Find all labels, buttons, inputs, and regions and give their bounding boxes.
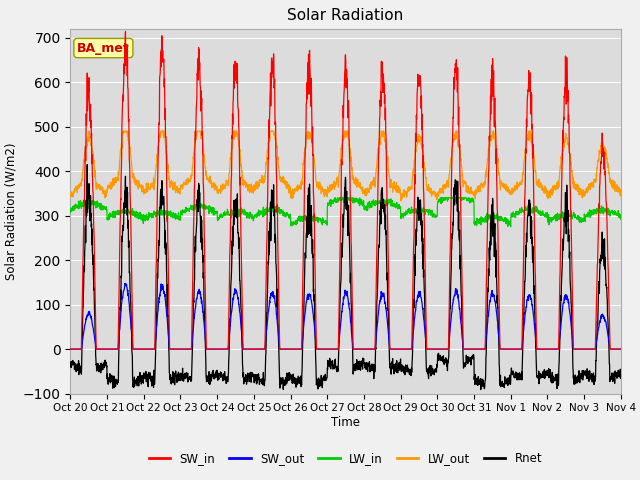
- Legend: SW_in, SW_out, LW_in, LW_out, Rnet: SW_in, SW_out, LW_in, LW_out, Rnet: [144, 447, 547, 469]
- Title: Solar Radiation: Solar Radiation: [287, 9, 404, 24]
- Y-axis label: Solar Radiation (W/m2): Solar Radiation (W/m2): [4, 143, 17, 280]
- Text: BA_met: BA_met: [77, 42, 130, 55]
- X-axis label: Time: Time: [331, 416, 360, 429]
